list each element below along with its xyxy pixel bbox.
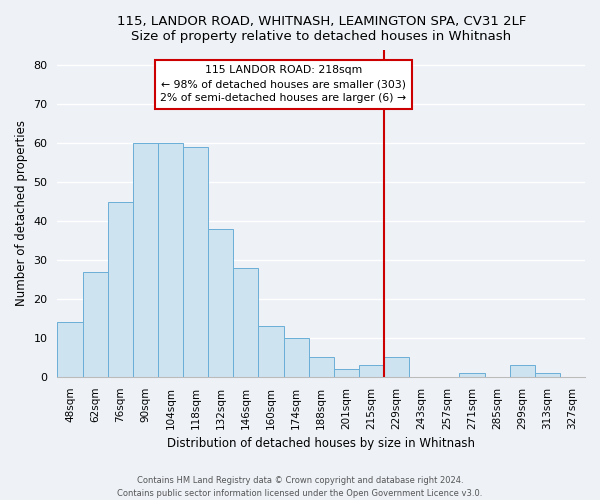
Bar (460, 373, 485, 377)
Text: 115 LANDOR ROAD: 218sqm
← 98% of detached houses are smaller (303)
2% of semi-de: 115 LANDOR ROAD: 218sqm ← 98% of detache… (160, 66, 407, 104)
Bar (107, 202, 133, 377)
Title: 115, LANDOR ROAD, WHITNASH, LEAMINGTON SPA, CV31 2LF
Size of property relative t: 115, LANDOR ROAD, WHITNASH, LEAMINGTON S… (116, 15, 526, 43)
Bar (535, 373, 560, 377)
Bar (284, 338, 308, 377)
Bar (359, 365, 384, 377)
Text: Contains HM Land Registry data © Crown copyright and database right 2024.
Contai: Contains HM Land Registry data © Crown c… (118, 476, 482, 498)
Bar (334, 369, 359, 377)
X-axis label: Distribution of detached houses by size in Whitnash: Distribution of detached houses by size … (167, 437, 475, 450)
Bar (83, 272, 107, 377)
Y-axis label: Number of detached properties: Number of detached properties (15, 120, 28, 306)
Bar (384, 358, 409, 377)
Bar (308, 358, 334, 377)
Bar (509, 365, 535, 377)
Bar (233, 268, 259, 377)
Bar (58, 322, 83, 377)
Bar (183, 147, 208, 377)
Bar (133, 143, 158, 377)
Bar (259, 326, 284, 377)
Bar (158, 143, 183, 377)
Bar (208, 229, 233, 377)
